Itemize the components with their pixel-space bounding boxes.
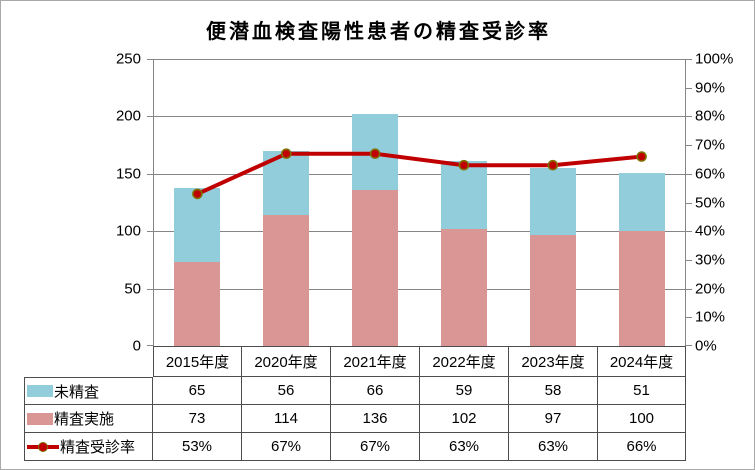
bar-stack-2024年度: [619, 173, 665, 346]
right-axis-tick-label: 30%: [695, 251, 726, 269]
line-marker: [281, 148, 292, 159]
left-axis-tick: [147, 59, 153, 60]
bar-segment-bottom: [530, 235, 576, 346]
right-axis-tick: [686, 59, 692, 60]
left-axis-tick-label: 150: [115, 165, 141, 183]
line-marker: [636, 151, 647, 162]
table-value-cell: 56: [242, 377, 331, 405]
bar-stack-2023年度: [530, 168, 576, 346]
table-value-cell: 73: [153, 405, 242, 433]
gridline: [153, 289, 686, 290]
table-value-cell: 114: [242, 405, 331, 433]
table-value-cell: 63%: [509, 433, 598, 461]
chart-title: 便潜血検査陽性患者の精査受診率: [206, 21, 551, 43]
data-table: 2015年度 2020年度 2021年度 2022年度 2023年度 2024年度未精査 6…: [24, 346, 686, 461]
gridline: [153, 59, 686, 60]
gridline: [153, 116, 686, 117]
left-axis-tick-label: 250: [115, 50, 141, 68]
right-axis-tick: [686, 203, 692, 204]
bar-segment-bottom: [441, 229, 487, 346]
bar-segment-bottom: [619, 231, 665, 346]
left-axis-tick-label: 200: [115, 107, 141, 125]
left-axis-tick-label: 50: [124, 280, 141, 298]
left-axis-tick: [147, 174, 153, 175]
right-axis-tick-label: 20%: [695, 280, 726, 298]
legend-swatch: [27, 412, 53, 425]
plot-area: [147, 59, 692, 346]
left-axis-tick-label: 100: [115, 222, 141, 240]
table-value-cell: 58: [509, 377, 598, 405]
trend-line: [196, 151, 642, 196]
legend-line-sample: [27, 440, 59, 454]
table-value-cell: 53%: [153, 433, 242, 461]
trend-line-layer: [192, 148, 647, 200]
left-axis-tick: [147, 289, 153, 290]
table-value-cell: 51: [598, 377, 686, 405]
left-axis-tick: [147, 116, 153, 117]
bar-segment-bottom: [352, 190, 398, 346]
table-value-cell: 66%: [598, 433, 686, 461]
line-marker: [458, 159, 470, 171]
table-value-cell: 136: [331, 405, 420, 433]
table-header-2023年度: 2023年度: [509, 346, 598, 377]
table-header-2022年度: 2022年度: [420, 346, 509, 377]
table-header-2020年度: 2020年度: [242, 346, 331, 377]
right-axis-tick: [686, 345, 692, 346]
bar-stack-2020年度: [263, 151, 309, 346]
table-value-cell: 67%: [331, 433, 420, 461]
legend-cell-未精査: 未精査: [24, 377, 153, 405]
right-axis-tick: [686, 116, 692, 117]
table-value-cell: 59: [420, 377, 509, 405]
line-marker: [547, 159, 559, 171]
table-value-cell: 102: [420, 405, 509, 433]
left-axis-tick-label: 0: [132, 337, 141, 355]
right-axis-tick: [686, 260, 692, 261]
gridline: [153, 174, 686, 175]
table-value-cell: 97: [509, 405, 598, 433]
line-marker: [369, 148, 381, 159]
right-axis-tick-label: 100%: [695, 50, 734, 68]
table-value-cell: 67%: [242, 433, 331, 461]
right-axis-tick-label: 60%: [695, 165, 726, 183]
bar-stack-2022年度: [441, 161, 487, 346]
bar-stack-2015年度: [174, 188, 220, 346]
legend-label: 未精査: [54, 383, 100, 401]
right-axis-tick: [686, 145, 692, 146]
legend-cell-精査受診率: 精査受診率: [24, 433, 153, 461]
table-value-cell: 63%: [420, 433, 509, 461]
right-axis-tick-label: 0%: [695, 337, 717, 355]
right-axis-tick-label: 40%: [695, 222, 726, 240]
table-value-cell: 65: [153, 377, 242, 405]
right-axis-tick-label: 50%: [695, 194, 726, 211]
line-marker: [192, 188, 203, 200]
legend-cell-精査実施: 精査実施: [24, 405, 153, 433]
legend-marker-icon: [38, 441, 48, 452]
legend-swatch: [27, 385, 53, 397]
left-axis-tick: [147, 231, 153, 232]
right-axis-tick: [686, 174, 692, 175]
gridline: [153, 231, 686, 232]
legend-label: 精査受診率: [60, 439, 136, 456]
table-header-2021年度: 2021年度: [331, 346, 420, 377]
right-axis-tick-label: 80%: [695, 107, 726, 125]
right-axis-tick: [686, 231, 692, 232]
table-corner-blank: [24, 346, 153, 377]
right-axis-tick-label: 10%: [695, 308, 726, 326]
right-axis-tick-label: 90%: [695, 79, 726, 97]
table-value-cell: 100: [598, 405, 686, 433]
table-header-2015年度: 2015年度: [153, 346, 242, 377]
right-axis-line: [685, 59, 686, 346]
bar-segment-bottom: [174, 262, 220, 346]
table-value-cell: 66: [331, 377, 420, 405]
left-axis-line: [153, 59, 154, 346]
legend-label: 精査実施: [54, 411, 115, 428]
right-axis-tick-label: 70%: [695, 136, 726, 154]
right-axis-tick: [686, 88, 692, 89]
right-axis-tick: [686, 317, 692, 318]
table-header-2024年度: 2024年度: [598, 346, 686, 377]
right-axis-tick: [686, 289, 692, 290]
bar-segment-bottom: [263, 215, 309, 346]
left-axis-tick: [147, 345, 153, 346]
